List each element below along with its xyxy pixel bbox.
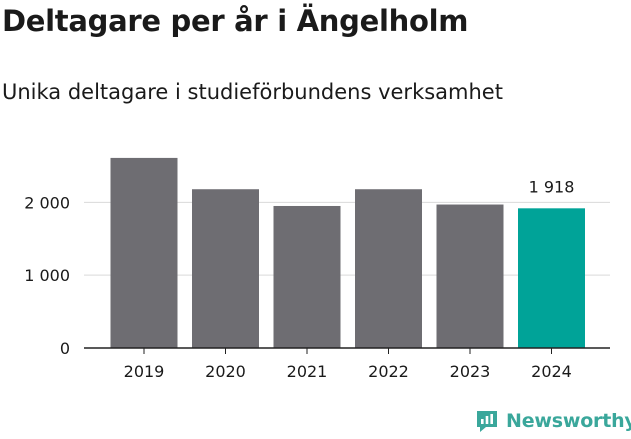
x-tick-label: 2020 — [205, 362, 246, 381]
y-tick-label: 1 000 — [24, 266, 70, 285]
x-tick-label: 2019 — [124, 362, 165, 381]
data-label: 1 918 — [529, 177, 575, 196]
y-tick-label: 0 — [60, 339, 70, 358]
chart-subtitle: Unika deltagare i studieförbundens verks… — [2, 80, 503, 104]
x-tick-label: 2021 — [287, 362, 328, 381]
brand-logo: Newsworthy — [474, 408, 631, 434]
bar — [436, 204, 504, 348]
x-tick-label: 2022 — [368, 362, 409, 381]
bar — [110, 157, 178, 348]
bar-chart: 0 1 000 2 000 2019 2020 2021 2022 2023 2024 1 918 — [24, 157, 610, 381]
bar — [273, 205, 341, 348]
bar — [192, 189, 259, 348]
y-tick-label: 2 000 — [24, 193, 70, 212]
x-tick-label: 2023 — [450, 362, 491, 381]
newsworthy-logo-icon — [477, 411, 497, 432]
bar — [355, 189, 422, 348]
x-tick-label: 2024 — [531, 362, 572, 381]
bar — [518, 208, 585, 348]
chart-title: Deltagare per år i Ängelholm — [2, 4, 469, 38]
brand-name: Newsworthy — [506, 410, 631, 432]
